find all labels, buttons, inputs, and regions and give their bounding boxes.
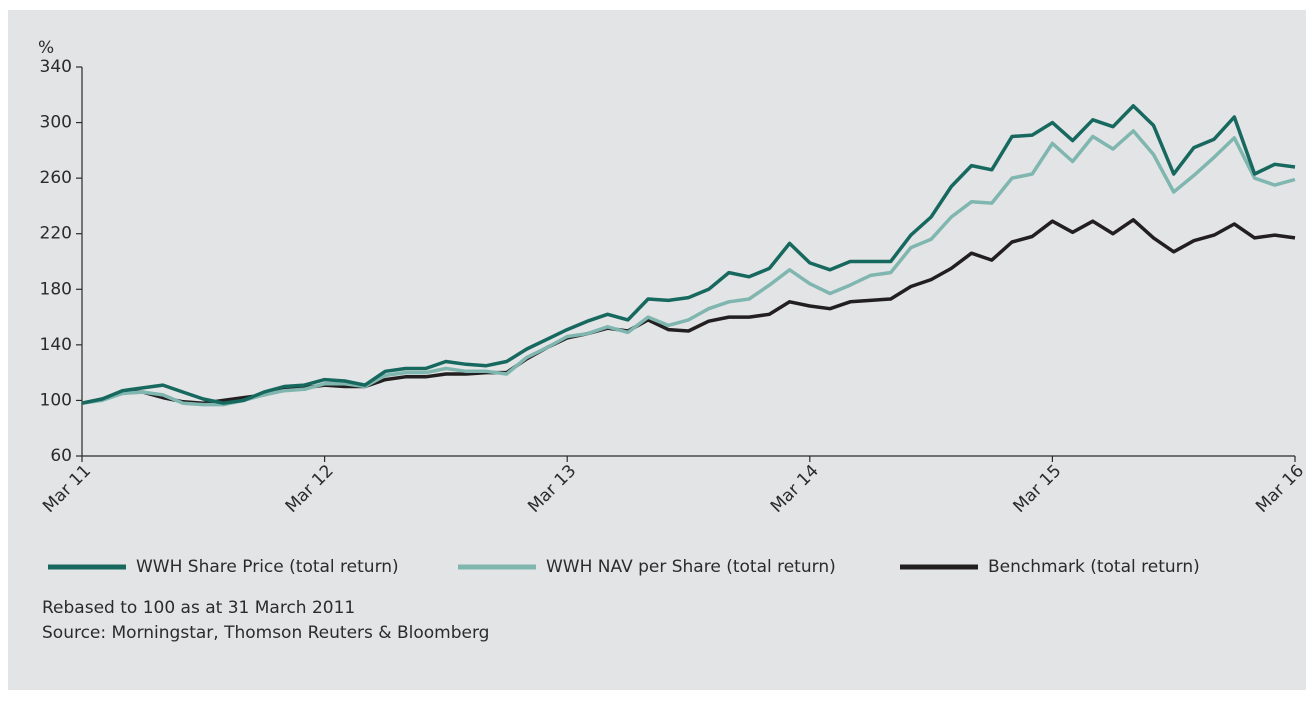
y-tick-label: 140: [40, 335, 72, 355]
legend-label: WWH Share Price (total return): [136, 557, 399, 577]
y-tick-label: 300: [40, 113, 72, 133]
legend-label: Benchmark (total return): [988, 557, 1200, 577]
note: Rebased to 100 as at 31 March 2011: [42, 598, 355, 618]
chart-background: [8, 10, 1306, 690]
y-tick-label: 60: [50, 446, 72, 466]
y-tick-label: 100: [40, 390, 72, 410]
legend-label: WWH NAV per Share (total return): [546, 557, 836, 577]
note: Source: Morningstar, Thomson Reuters & B…: [42, 623, 489, 643]
series-line: [81, 129, 1296, 407]
y-tick-label: 340: [40, 57, 72, 77]
y-axis-label: %: [38, 38, 54, 58]
y-tick-label: 180: [40, 279, 72, 299]
y-tick-label: 260: [40, 168, 72, 188]
y-tick-label: 220: [40, 224, 72, 244]
series-line: [81, 104, 1296, 405]
